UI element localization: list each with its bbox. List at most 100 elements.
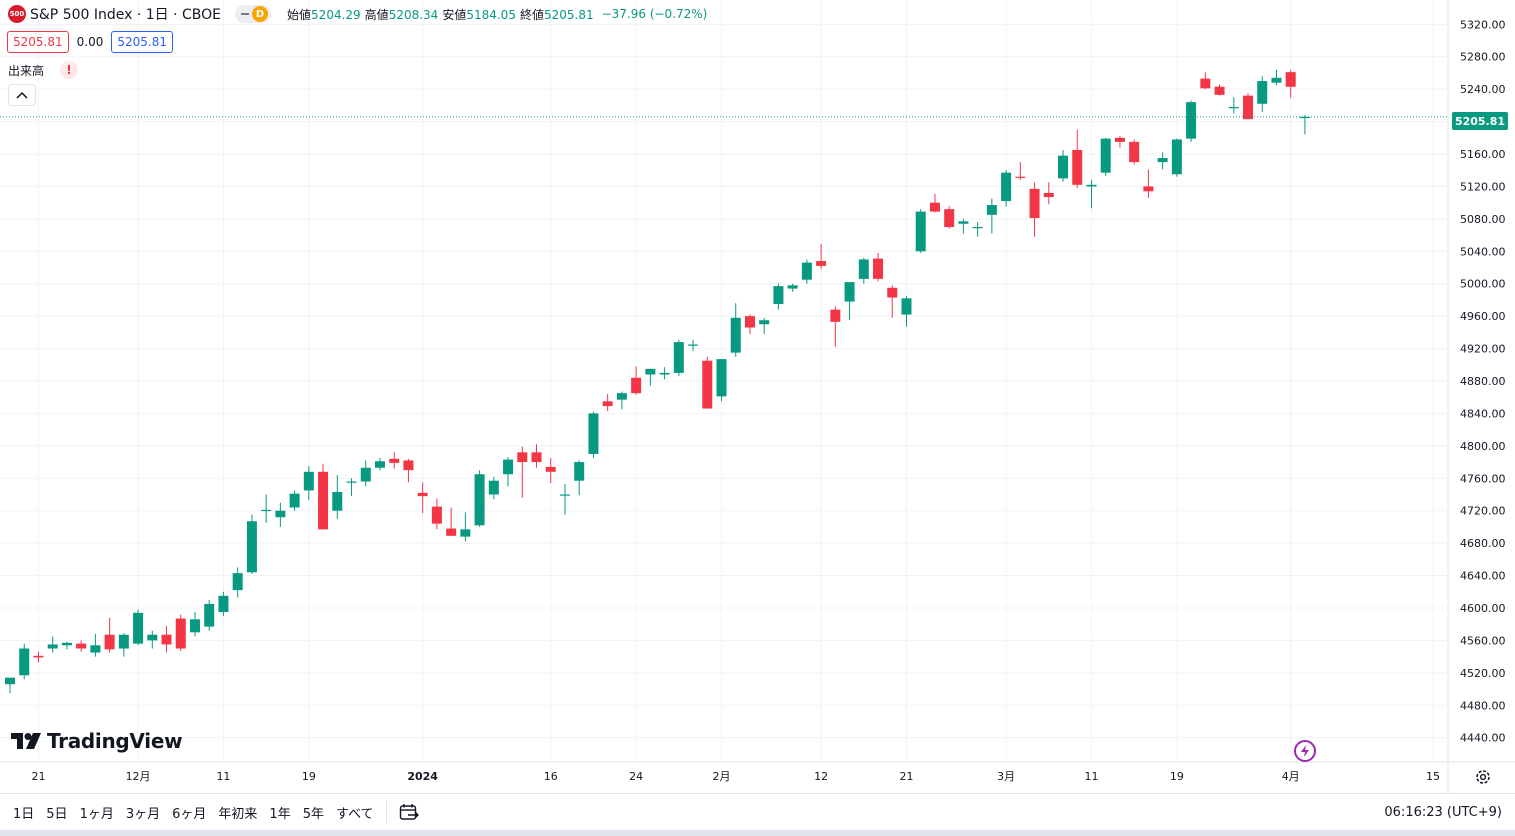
calendar-goto-icon[interactable] bbox=[399, 803, 419, 821]
candle[interactable] bbox=[175, 614, 186, 651]
price-chart[interactable]: 4440.00 4480.00 4520.00 4560.00 4600.00 4640.… bbox=[0, 0, 1515, 793]
tradingview-logo[interactable]: TradingView bbox=[11, 729, 183, 753]
interval-toggle[interactable]: D bbox=[235, 5, 272, 23]
candle[interactable] bbox=[1086, 179, 1097, 209]
sp500-logo[interactable]: 500 bbox=[8, 5, 26, 23]
candle[interactable] bbox=[1143, 169, 1154, 198]
candle[interactable] bbox=[1114, 136, 1125, 148]
candle[interactable] bbox=[1271, 69, 1282, 86]
candle[interactable] bbox=[944, 205, 955, 229]
candle[interactable] bbox=[346, 478, 357, 497]
warning-icon[interactable]: ! bbox=[60, 61, 79, 79]
candle[interactable] bbox=[517, 446, 528, 498]
lightning-icon[interactable] bbox=[1294, 740, 1316, 762]
candle[interactable] bbox=[90, 633, 101, 657]
candle[interactable] bbox=[104, 617, 115, 653]
candle[interactable] bbox=[360, 460, 371, 487]
candle[interactable] bbox=[218, 591, 229, 617]
candle[interactable] bbox=[673, 339, 684, 377]
range-6m-button[interactable]: 6ヶ月 bbox=[172, 806, 207, 822]
candle[interactable] bbox=[545, 458, 556, 484]
candle[interactable] bbox=[773, 283, 784, 310]
candle[interactable] bbox=[33, 651, 44, 663]
range-1d-button[interactable]: 1日 bbox=[13, 806, 35, 822]
candle[interactable] bbox=[631, 366, 642, 395]
buy-price-button[interactable]: 5205.81 bbox=[111, 31, 173, 53]
candle[interactable] bbox=[887, 285, 898, 318]
range-5d-button[interactable]: 5日 bbox=[46, 806, 68, 822]
candle[interactable] bbox=[1257, 76, 1268, 112]
gear-icon[interactable] bbox=[1474, 768, 1492, 786]
candle[interactable] bbox=[616, 391, 627, 410]
candle[interactable] bbox=[986, 198, 997, 234]
candle[interactable] bbox=[830, 306, 841, 347]
x-axis-ticks[interactable]: 21 12月 11 19 2024 16 24 2月 12 21 3月 11 19 4月 15 bbox=[31, 770, 1440, 783]
candle[interactable] bbox=[431, 498, 442, 530]
candle[interactable] bbox=[901, 295, 912, 327]
candle[interactable] bbox=[1043, 182, 1054, 205]
candle[interactable] bbox=[332, 475, 343, 519]
candle[interactable] bbox=[1214, 84, 1225, 96]
candles[interactable] bbox=[5, 69, 1310, 694]
candle[interactable] bbox=[1029, 182, 1040, 237]
symbol-title[interactable]: S&P 500 Index · 1日 · CBOE bbox=[30, 7, 222, 23]
candle[interactable] bbox=[1072, 129, 1083, 189]
candle[interactable] bbox=[133, 609, 144, 646]
candle[interactable] bbox=[972, 222, 983, 237]
candle[interactable] bbox=[787, 283, 798, 292]
candle[interactable] bbox=[744, 314, 755, 334]
candle[interactable] bbox=[374, 458, 385, 471]
candle[interactable] bbox=[19, 643, 30, 680]
candle[interactable] bbox=[232, 567, 243, 598]
candle[interactable] bbox=[1171, 138, 1182, 177]
range-1m-button[interactable]: 1ヶ月 bbox=[79, 806, 114, 822]
range-ytd-button[interactable]: 年初来 bbox=[218, 806, 258, 822]
candle[interactable] bbox=[958, 218, 969, 234]
collapse-legend-button[interactable] bbox=[8, 84, 36, 106]
candle[interactable] bbox=[289, 490, 300, 511]
candle[interactable] bbox=[702, 356, 713, 409]
candle[interactable] bbox=[688, 339, 699, 352]
candle[interactable] bbox=[389, 452, 400, 469]
candle[interactable] bbox=[844, 282, 855, 321]
sell-price-button[interactable]: 5205.81 bbox=[7, 31, 69, 53]
candle[interactable] bbox=[801, 259, 812, 284]
candle[interactable] bbox=[1058, 149, 1069, 182]
clock-timezone[interactable]: 06:16:23 (UTC+9) bbox=[1384, 804, 1502, 820]
y-axis-ticks[interactable]: 4440.00 4480.00 4520.00 4560.00 4600.00 4640.… bbox=[1460, 18, 1506, 744]
candle[interactable] bbox=[716, 359, 727, 402]
range-all-button[interactable]: すべて bbox=[335, 806, 374, 822]
candle[interactable] bbox=[602, 393, 613, 411]
candle[interactable] bbox=[730, 303, 741, 357]
candle[interactable] bbox=[147, 630, 158, 649]
candle[interactable] bbox=[659, 367, 670, 380]
candle[interactable] bbox=[417, 482, 428, 514]
candle[interactable] bbox=[1157, 152, 1168, 170]
candle[interactable] bbox=[1015, 162, 1026, 180]
candle[interactable] bbox=[1186, 100, 1197, 142]
candle[interactable] bbox=[574, 460, 585, 496]
candle[interactable] bbox=[47, 636, 58, 653]
candle[interactable] bbox=[816, 244, 827, 270]
candle[interactable] bbox=[645, 368, 656, 386]
candle[interactable] bbox=[61, 642, 72, 650]
candle[interactable] bbox=[403, 458, 414, 483]
candle[interactable] bbox=[303, 466, 314, 501]
candle[interactable] bbox=[275, 502, 286, 527]
volume-label[interactable]: 出来高 bbox=[8, 63, 45, 78]
candle[interactable] bbox=[1285, 69, 1296, 99]
candle[interactable] bbox=[858, 257, 869, 284]
candle[interactable] bbox=[559, 483, 570, 515]
candle[interactable] bbox=[503, 457, 514, 487]
candle[interactable] bbox=[460, 512, 471, 542]
candle[interactable] bbox=[446, 507, 457, 536]
range-1y-button[interactable]: 1年 bbox=[269, 806, 291, 822]
range-5y-button[interactable]: 5年 bbox=[302, 806, 324, 822]
range-3m-button[interactable]: 3ヶ月 bbox=[125, 806, 161, 822]
candle[interactable] bbox=[1001, 170, 1012, 207]
candle[interactable] bbox=[588, 411, 599, 459]
candle[interactable] bbox=[76, 640, 87, 652]
candle[interactable] bbox=[318, 463, 329, 530]
candle[interactable] bbox=[873, 252, 884, 282]
candle[interactable] bbox=[474, 470, 485, 527]
